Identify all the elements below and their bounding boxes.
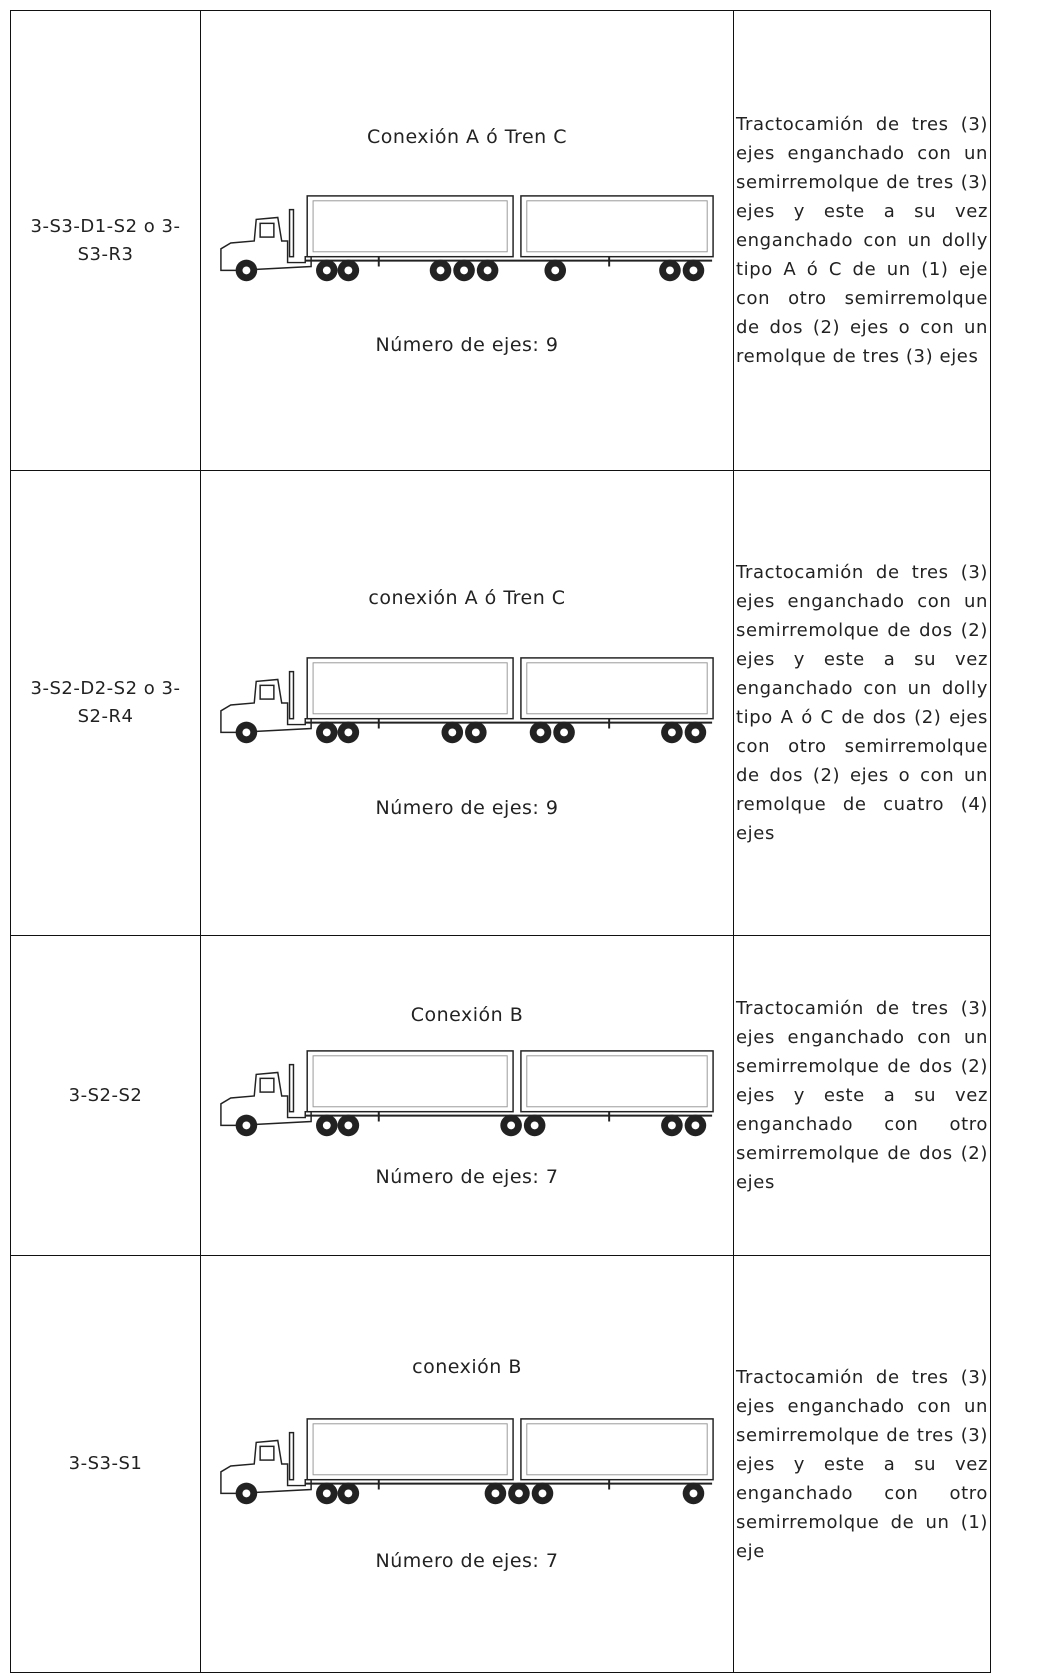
table-row: 3-S3-D1-S2 o 3-S3-R3 Conexión A ó Tren C N…: [11, 11, 991, 471]
truck-part: [471, 728, 480, 737]
truck-part: [288, 1431, 295, 1481]
truck-drawing: [220, 194, 714, 281]
truck-drawing: [220, 1418, 714, 1505]
truck-part: [515, 1489, 523, 1498]
truck-part: [344, 265, 353, 274]
truck-part: [344, 1489, 353, 1498]
vehicle-code: 3-S2-S2: [11, 936, 201, 1255]
truck-part: [520, 1418, 714, 1481]
truck-part: [691, 728, 700, 737]
connection-label: Conexión B: [410, 1003, 524, 1026]
truck-part: [689, 1489, 698, 1498]
truck-part: [259, 684, 275, 700]
truck-part: [526, 1054, 708, 1107]
truck-part: [242, 1489, 251, 1498]
truck-part: [560, 728, 568, 737]
truck-part: [538, 1489, 547, 1498]
truck-part: [691, 1120, 700, 1129]
truck-part: [436, 265, 445, 274]
truck-part: [259, 1077, 275, 1093]
connection-label: Conexión A ó Tren C: [367, 125, 567, 148]
truck-part: [312, 662, 508, 715]
truck-part: [507, 1120, 516, 1129]
description-cell: Tractocamión de tres (3) ejes enganchado…: [734, 11, 991, 470]
truck-part: [520, 194, 714, 257]
truck-part: [242, 728, 251, 737]
table-row: 3-S2-D2-S2 o 3-S2-R4 conexión A ó Tren C N…: [11, 471, 991, 936]
truck-part: [220, 1439, 312, 1495]
vehicle-code: 3-S3-S1: [11, 1256, 201, 1672]
vehicle-code: 3-S2-D2-S2 o 3-S2-R4: [11, 471, 201, 935]
truck-part: [526, 1423, 708, 1476]
description-cell: Tractocamión de tres (3) ejes enganchado…: [734, 1256, 991, 1672]
truck-part: [526, 199, 708, 252]
truck-part: [288, 208, 295, 257]
truck-part: [242, 265, 251, 274]
table-row: 3-S2-S2 Conexión B Número de ejes: 7 Tracto…: [11, 936, 991, 1256]
vehicle-code: 3-S3-D1-S2 o 3-S3-R3: [11, 11, 201, 470]
truck-part: [526, 662, 708, 715]
truck-part: [448, 728, 457, 737]
truck-part: [520, 1049, 714, 1112]
truck-part: [242, 1120, 251, 1129]
table-row: 3-S3-S1 conexión B Número de ejes: 7 Tracto…: [11, 1256, 991, 1673]
vehicle-description: Tractocamión de tres (3) ejes enganchado…: [736, 562, 988, 844]
truck-part: [322, 1120, 331, 1129]
truck-part: [259, 1445, 275, 1461]
truck-part: [536, 728, 545, 737]
axle-count: Número de ejes: 7: [375, 1550, 559, 1572]
axle-count: Número de ejes: 9: [375, 333, 559, 356]
truck-part: [306, 1049, 514, 1112]
truck-part: [322, 265, 331, 274]
truck-part: [551, 265, 560, 274]
truck-part: [689, 265, 698, 274]
truck-part: [288, 1063, 295, 1112]
truck-part: [667, 1120, 676, 1129]
vehicle-figure-cell: Conexión A ó Tren C Número de ejes: 9: [201, 11, 734, 470]
truck-part: [483, 265, 492, 274]
vehicle-description: Tractocamión de tres (3) ejes enganchado…: [736, 114, 988, 367]
truck-part: [220, 1071, 312, 1126]
vehicle-table: 3-S3-D1-S2 o 3-S3-R3 Conexión A ó Tren C N…: [10, 10, 991, 1673]
truck-drawing: [220, 1049, 714, 1136]
connection-label: conexión B: [412, 1356, 522, 1378]
truck-part: [306, 194, 514, 257]
vehicle-figure-cell: conexión A ó Tren C Número de ejes: 9: [201, 471, 734, 935]
description-cell: Tractocamión de tres (3) ejes enganchado…: [734, 471, 991, 935]
truck-part: [344, 1120, 353, 1129]
truck-part: [220, 216, 312, 271]
truck-part: [322, 728, 331, 737]
truck-part: [666, 265, 674, 274]
vehicle-description: Tractocamión de tres (3) ejes enganchado…: [736, 1366, 988, 1562]
truck-part: [520, 657, 714, 720]
truck-part: [220, 678, 312, 734]
truck-part: [667, 728, 676, 737]
truck-part: [259, 222, 275, 238]
description-cell: Tractocamión de tres (3) ejes enganchado…: [734, 936, 991, 1255]
truck-drawing: [220, 657, 714, 744]
truck-part: [306, 1418, 514, 1481]
vehicle-figure-cell: conexión B Número de ejes: 7: [201, 1256, 734, 1672]
truck-part: [322, 1489, 331, 1498]
truck-part: [312, 1423, 508, 1476]
truck-part: [312, 1054, 508, 1107]
vehicle-description: Tractocamión de tres (3) ejes enganchado…: [736, 998, 988, 1193]
truck-part: [491, 1489, 500, 1498]
vehicle-figure-cell: Conexión B Número de ejes: 7: [201, 936, 734, 1255]
truck-part: [306, 657, 514, 720]
truck-part: [460, 265, 468, 274]
connection-label: conexión A ó Tren C: [368, 587, 566, 609]
truck-part: [288, 670, 295, 720]
truck-part: [312, 199, 508, 252]
truck-part: [530, 1120, 539, 1129]
axle-count: Número de ejes: 9: [375, 797, 559, 819]
axle-count: Número de ejes: 7: [375, 1165, 559, 1188]
truck-part: [344, 728, 353, 737]
